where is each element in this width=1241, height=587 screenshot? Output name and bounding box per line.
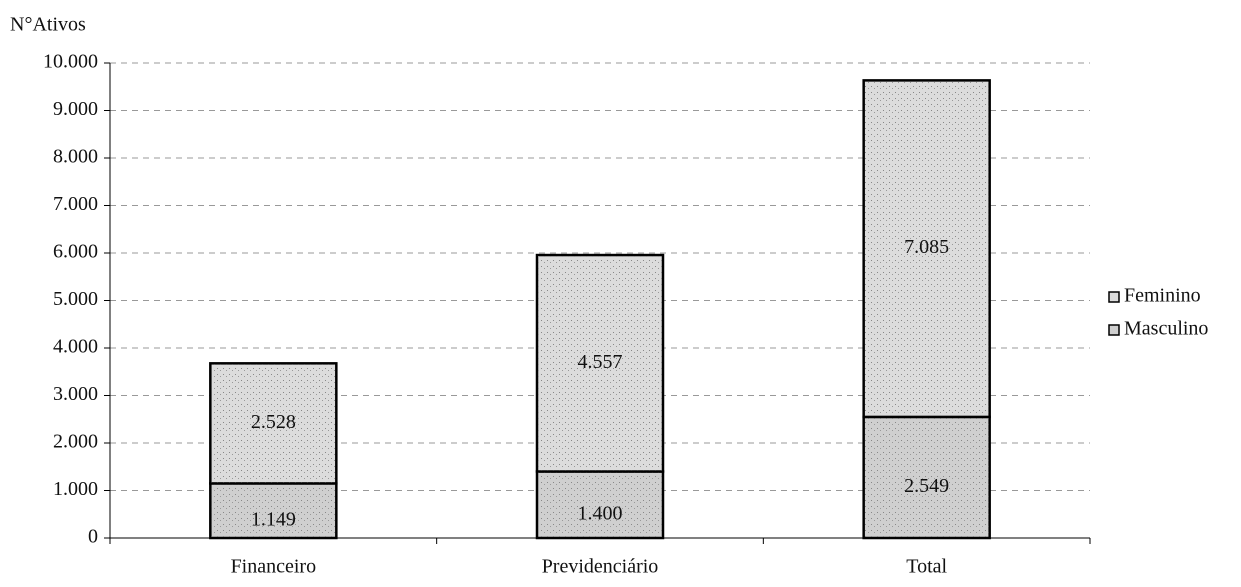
bar-texture [538,256,662,471]
bar-texture [211,364,336,483]
data-label: 1.400 [578,502,623,524]
data-label: 2.549 [904,475,949,497]
data-label: 4.557 [578,351,623,373]
y-tick-label: 9.000 [53,98,98,120]
y-tick-label: 8.000 [53,146,98,168]
data-label: 1.149 [251,508,296,530]
x-tick-label: Total [906,556,947,578]
bar-texture [864,417,989,537]
y-tick-label: 0 [88,526,98,548]
bar-texture [538,472,662,537]
data-label: 7.085 [904,236,949,258]
legend-label: Masculino [1124,318,1208,340]
y-tick-label: 4.000 [53,336,98,358]
data-label: 2.528 [251,411,296,433]
y-tick-label: 1.000 [53,478,98,500]
y-tick-label: 2.000 [53,431,98,453]
y-tick-label: 6.000 [53,241,98,263]
x-tick-label: Financeiro [231,556,317,578]
y-tick-label: 10.000 [43,51,98,73]
y-tick-label: 5.000 [53,288,98,310]
y-tick-label: 3.000 [53,383,98,405]
x-tick-label: Previdenciário [542,556,659,578]
legend-swatch [1108,291,1120,303]
legend-label: Feminino [1124,285,1201,307]
y-tick-label: 7.000 [53,193,98,215]
bar-texture [211,484,336,537]
legend-swatch [1108,324,1120,336]
bar-texture [864,81,989,416]
y-axis-label: N°Ativos [10,14,86,36]
